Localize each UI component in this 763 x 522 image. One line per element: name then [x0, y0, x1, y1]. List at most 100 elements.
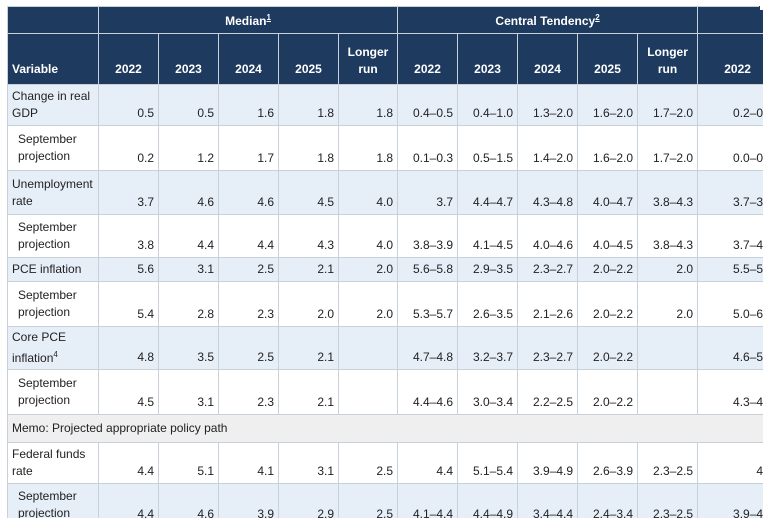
value-cell: 2.5 — [337, 442, 399, 484]
value-cell: 5.0–6.2 — [697, 281, 763, 327]
table-row: September projection 5.4 2.8 2.3 2.0 2.0 5.3–5… — [7, 281, 763, 327]
value-cell: 2.3–2.7 — [517, 326, 579, 370]
row-label: Unemployment rate — [7, 170, 99, 215]
value-cell: 4.3–4.8 — [517, 170, 579, 215]
value-cell: 1.7 — [218, 125, 279, 171]
value-cell: 4.5 — [278, 170, 339, 215]
value-cell: 2.3 — [218, 281, 279, 327]
table-row: September projection 4.4 4.6 3.9 2.9 2.5 4.1–4… — [7, 483, 763, 518]
value-cell — [637, 326, 699, 370]
value-cell: 3.8 — [98, 214, 159, 258]
value-cell: 3.1 — [278, 442, 339, 484]
row-label-text: September projection — [18, 132, 77, 163]
header-blank-cell — [7, 6, 99, 34]
value-cell: 2.1–2.6 — [517, 281, 579, 327]
value-cell: 0.2 — [98, 125, 159, 171]
row-label: September projection — [7, 369, 99, 415]
range-group-header — [697, 6, 763, 34]
value-cell: 3.2–3.7 — [457, 326, 519, 370]
value-cell: 3.7 — [397, 170, 459, 215]
value-cell: 4.4–4.6 — [397, 369, 459, 415]
central-tendency-group-header: Central Tendency2 — [397, 6, 699, 34]
value-cell: 1.6–2.0 — [577, 125, 639, 171]
table-row: Federal funds rate 4.4 5.1 4.1 3.1 2.5 4.4 5.1–… — [7, 442, 763, 484]
column-header: Longer run — [637, 33, 699, 85]
median-footnote-link[interactable]: 1 — [266, 12, 271, 22]
value-cell: 4.4 — [158, 214, 219, 258]
table-row: September projection 0.2 1.2 1.7 1.8 1.8 0.1–0… — [7, 125, 763, 171]
value-cell: 5.3–5.7 — [397, 281, 459, 327]
value-cell: 4.4 — [697, 442, 763, 484]
value-cell: 1.8 — [278, 125, 339, 171]
row-label-text: Core PCE inflation — [12, 330, 67, 365]
projections-table-container: Median1 Central Tendency2 Variable 2022 2… — [7, 6, 763, 518]
table-row: Change in real GDP 0.5 0.5 1.6 1.8 1.8 0.4–0.5… — [7, 84, 763, 126]
central-tendency-footnote-link[interactable]: 2 — [595, 12, 600, 22]
row-label-text: PCE inflation — [12, 262, 82, 276]
value-cell — [337, 369, 399, 415]
value-cell: 3.1 — [158, 369, 219, 415]
value-cell: 0.4–0.5 — [397, 84, 459, 126]
value-cell: 3.7 — [98, 170, 159, 215]
row-label: Memo: Projected appropriate policy path — [7, 414, 763, 443]
table-row: Unemployment rate 3.7 4.6 4.6 4.5 4.0 3.7 4.4–4… — [7, 170, 763, 215]
value-cell: 2.1 — [278, 257, 339, 282]
header-row-groups: Median1 Central Tendency2 — [7, 6, 763, 34]
column-header: Longer run — [337, 33, 399, 85]
column-header: 2023 — [457, 33, 519, 85]
value-cell: 2.3–2.5 — [637, 442, 699, 484]
value-cell: 0.5 — [98, 84, 159, 126]
value-cell: 5.4 — [98, 281, 159, 327]
table-body: Change in real GDP 0.5 0.5 1.6 1.8 1.8 0.4–0.5… — [7, 84, 763, 518]
value-cell: 4.3–4.8 — [697, 369, 763, 415]
column-header: 2025 — [577, 33, 639, 85]
median-group-header: Median1 — [97, 6, 399, 34]
expand-icon[interactable] — [759, 6, 763, 11]
value-cell: 0.4–1.0 — [457, 84, 519, 126]
variable-column-header: Variable — [7, 33, 99, 85]
value-cell: 2.9 — [278, 483, 339, 518]
value-cell: 4.1–4.5 — [457, 214, 519, 258]
value-cell: 1.2 — [158, 125, 219, 171]
value-cell: 4.6–5.0 — [697, 326, 763, 370]
row-label-text: September projection — [18, 376, 77, 407]
value-cell: 0.5–1.5 — [457, 125, 519, 171]
row-label: Change in real GDP — [7, 84, 99, 126]
value-cell: 2.3 — [218, 369, 279, 415]
value-cell: 5.5–5.9 — [697, 257, 763, 282]
value-cell: 2.6–3.9 — [577, 442, 639, 484]
value-cell: 1.8 — [278, 84, 339, 126]
projections-table: Median1 Central Tendency2 Variable 2022 2… — [7, 6, 763, 518]
value-cell: 4.8 — [98, 326, 159, 370]
value-cell: 2.0–2.2 — [577, 369, 639, 415]
value-cell: 2.0–2.2 — [577, 326, 639, 370]
value-cell: 4.0–4.7 — [577, 170, 639, 215]
row-label: September projection — [7, 214, 99, 258]
row-label: Core PCE inflation4 — [7, 326, 99, 370]
value-cell: 4.0 — [337, 214, 399, 258]
memo-row: Memo: Projected appropriate policy path — [7, 414, 763, 443]
value-cell: 5.1 — [158, 442, 219, 484]
value-cell: 3.5 — [158, 326, 219, 370]
value-cell: 4.6 — [158, 170, 219, 215]
value-cell: 2.0 — [637, 281, 699, 327]
row-label: September projection — [7, 483, 99, 518]
value-cell: 4.0 — [337, 170, 399, 215]
value-cell: 2.0 — [337, 281, 399, 327]
value-cell: 2.3–2.5 — [637, 483, 699, 518]
value-cell: 2.0–2.2 — [577, 257, 639, 282]
value-cell: 2.0–2.2 — [577, 281, 639, 327]
value-cell: 2.0 — [278, 281, 339, 327]
value-cell: 0.2–0.5 — [697, 84, 763, 126]
value-cell: 1.8 — [337, 84, 399, 126]
value-cell: 4.0–4.6 — [517, 214, 579, 258]
value-cell: 4.4 — [218, 214, 279, 258]
value-cell: 1.6–2.0 — [577, 84, 639, 126]
value-cell: 4.6 — [158, 483, 219, 518]
footnote-link[interactable]: 4 — [53, 350, 58, 359]
column-header: 2025 — [278, 33, 339, 85]
value-cell: 3.7–4.0 — [697, 214, 763, 258]
value-cell: 3.9–4.9 — [517, 442, 579, 484]
value-cell: 1.3–2.0 — [517, 84, 579, 126]
row-label: Federal funds rate — [7, 442, 99, 484]
